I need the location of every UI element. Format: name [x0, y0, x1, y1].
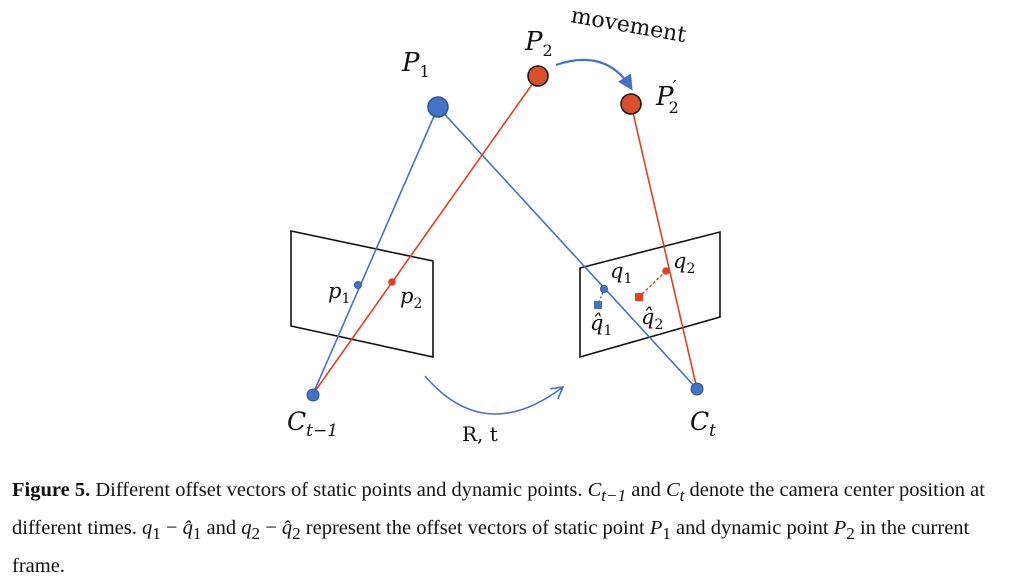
caption-math: q̂	[182, 517, 193, 540]
caption-text: and dynamic point	[670, 517, 834, 540]
caption-math: P	[833, 517, 847, 540]
caption-math-sub: 2	[292, 524, 301, 544]
diagram: P1 P2 P′ 2 movement p1 p2 q1 q2 q̂1 q̂2 C…	[287, 3, 721, 446]
caption-math-sub: 1	[152, 524, 161, 544]
figure-caption: Figure 5. Different offset vectors of st…	[12, 474, 1012, 583]
caption-text: and	[201, 517, 242, 540]
caption-math: q	[241, 517, 252, 540]
caption-math: C	[665, 479, 680, 501]
point-P2prime	[620, 93, 642, 115]
camera-center-current	[690, 382, 704, 396]
caption-text: −	[160, 517, 183, 540]
caption-math-sub: 1	[662, 524, 671, 544]
ray-p1-ct	[437, 106, 698, 390]
image-point-p1	[353, 280, 362, 289]
label-movement: movement	[569, 3, 688, 48]
label-Rt: R, t	[462, 422, 498, 446]
label-q1: q1	[610, 259, 632, 287]
caption-math-sub: 2	[846, 524, 855, 544]
label-p1: p1	[328, 279, 350, 307]
point-P1	[427, 96, 449, 118]
caption-math-sub: t	[679, 486, 685, 506]
image-point-p2	[388, 278, 396, 286]
caption-math: q	[142, 517, 153, 540]
label-q2: q2	[673, 249, 695, 277]
caption-math: q̂	[281, 517, 293, 540]
point-P2	[527, 65, 549, 87]
label-P2prime: P′ 2	[655, 77, 679, 117]
caption-math-sub: 2	[251, 524, 261, 544]
caption-text: and	[626, 479, 666, 501]
figure-label: Figure 5.	[12, 479, 91, 501]
rt-arrow	[424, 375, 565, 415]
label-q1hat: q̂1	[590, 311, 612, 339]
label-q2hat: q̂2	[641, 305, 663, 333]
projected-point-q2hat	[635, 293, 643, 301]
ray-p2prime-ct	[630, 103, 698, 390]
ray-ct1-p2	[312, 75, 539, 395]
caption-text: Different offset vectors of static point…	[90, 479, 588, 501]
caption-math: P	[649, 517, 663, 540]
offset-q2	[638, 270, 667, 298]
offset-q1	[597, 288, 605, 306]
label-Ct: Ct	[690, 407, 716, 441]
image-point-q1	[600, 284, 609, 293]
image-plane-previous	[290, 230, 434, 358]
caption-text: represent the offset vectors of static p…	[300, 517, 650, 540]
caption-text: denote the camera center position at dif…	[12, 479, 985, 540]
label-P2: P2	[524, 27, 553, 60]
image-point-q2	[662, 267, 670, 275]
movement-arrow	[555, 58, 633, 91]
projected-point-q1hat	[594, 301, 602, 309]
label-P1: P1	[401, 48, 430, 81]
camera-center-previous	[306, 388, 320, 402]
image-plane-current	[579, 230, 721, 359]
ray-ct1-p1	[312, 106, 439, 395]
caption-text: −	[260, 517, 282, 540]
caption-math: C	[587, 479, 602, 501]
label-p2: p2	[400, 284, 422, 312]
caption-math-sub: 1	[192, 524, 202, 544]
caption-math-sub: t−1	[601, 486, 627, 506]
label-Ct1: Ct−1	[287, 407, 338, 441]
